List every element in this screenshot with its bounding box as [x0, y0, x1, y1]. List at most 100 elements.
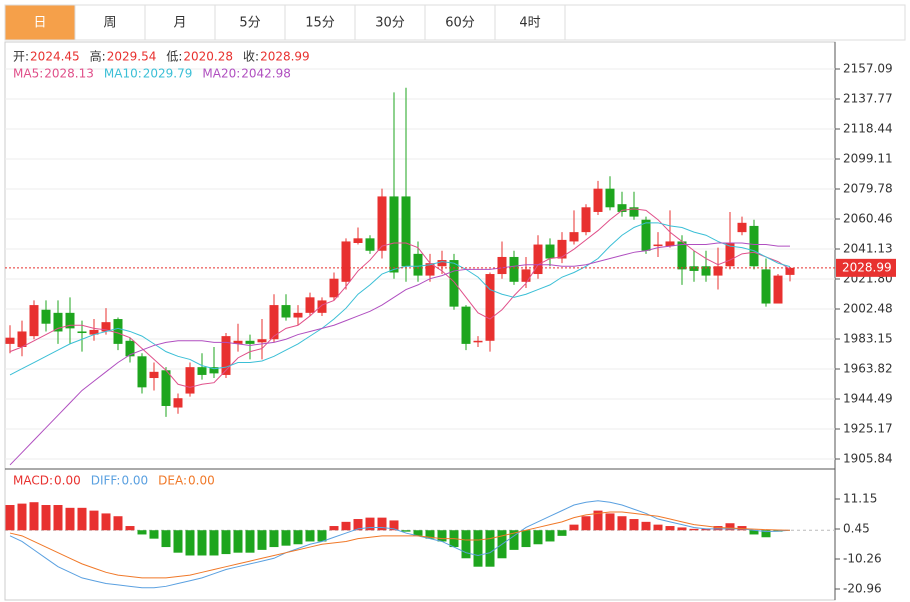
- macd-bar: [509, 530, 519, 550]
- legend-label: MA5:: [13, 67, 43, 81]
- tab[interactable]: [494, 4, 566, 41]
- candle-body: [101, 322, 111, 332]
- macd-bar: [125, 526, 135, 531]
- y-tick-label: 11.15: [843, 491, 877, 505]
- tab[interactable]: [424, 4, 496, 41]
- tab-label[interactable]: 15分: [305, 16, 335, 31]
- tab-label[interactable]: 4时: [519, 16, 540, 31]
- candle-body: [497, 256, 507, 275]
- tab-label[interactable]: 日: [33, 16, 46, 31]
- candle-body: [125, 340, 135, 357]
- candle-body: [533, 244, 543, 275]
- macd-bar: [149, 530, 159, 539]
- macd-bar: [5, 505, 15, 531]
- macd-bar: [137, 530, 147, 535]
- candle-body: [689, 266, 699, 271]
- candle-body: [401, 196, 411, 267]
- tab[interactable]: [4, 4, 76, 41]
- legend-value: 2020.28: [183, 50, 233, 64]
- macd-bar: [545, 530, 555, 542]
- candle-body: [413, 253, 423, 276]
- candle-body: [473, 340, 483, 343]
- macd-bar: [89, 510, 99, 531]
- tab-label[interactable]: 60分: [445, 16, 475, 31]
- candle-body: [425, 263, 435, 276]
- candle-body: [545, 244, 555, 259]
- candle-body: [161, 370, 171, 406]
- last-price-tag: [836, 258, 896, 277]
- candle-body: [41, 309, 51, 324]
- y-tick-label: 2099.11: [843, 152, 893, 166]
- legend-label: 开:: [13, 50, 29, 64]
- legend-label: MA20:: [202, 67, 240, 81]
- y-tick-label: 2137.77: [843, 91, 893, 105]
- candle-body: [437, 260, 447, 267]
- y-tick-label: 0.45: [843, 521, 870, 535]
- tab[interactable]: [354, 4, 426, 41]
- macd-bar: [17, 503, 27, 531]
- legend-value: 0.00: [121, 474, 148, 488]
- macd-bar: [605, 513, 615, 531]
- candle-body: [737, 222, 747, 233]
- candle-body: [281, 305, 291, 318]
- legend-value: 2029.54: [107, 50, 157, 64]
- y-tick-label: 2060.46: [843, 211, 893, 225]
- ma-line: [9, 208, 791, 388]
- legend-value: 2024.45: [30, 50, 80, 64]
- legend-label: 收:: [243, 50, 259, 64]
- candle-body: [365, 238, 375, 251]
- macd-bar: [293, 530, 303, 545]
- candle-body: [629, 207, 639, 217]
- y-tick-label: 2079.78: [843, 182, 893, 196]
- candle-body: [5, 337, 15, 344]
- candle-body: [329, 278, 339, 298]
- macd-bar: [725, 523, 735, 531]
- macd-bar: [245, 530, 255, 553]
- candle-body: [149, 371, 159, 379]
- tab-label[interactable]: 5分: [239, 16, 260, 31]
- macd-bar: [617, 516, 627, 531]
- candle-body: [785, 267, 795, 275]
- macd-line: [9, 511, 791, 579]
- macd-bar: [209, 530, 219, 556]
- macd-bar: [557, 530, 567, 536]
- candle-body: [197, 367, 207, 375]
- y-tick-label: 2041.13: [843, 242, 893, 256]
- candle-body: [137, 356, 147, 388]
- macd-bar: [665, 526, 675, 531]
- tab-label[interactable]: 周: [103, 16, 116, 31]
- tab-label[interactable]: 30分: [375, 16, 405, 31]
- candle-body: [773, 275, 783, 304]
- tab-label[interactable]: 月: [173, 16, 186, 31]
- candle-body: [293, 312, 303, 318]
- macd-bar: [329, 526, 339, 531]
- candle-body: [665, 241, 675, 247]
- candle-body: [245, 340, 255, 344]
- macd-bar: [161, 530, 171, 548]
- candle-body: [269, 305, 279, 340]
- candle-body: [221, 336, 231, 375]
- tab[interactable]: [144, 4, 216, 41]
- legend-label: MA10:: [104, 67, 142, 81]
- macd-bar: [629, 519, 639, 531]
- tab[interactable]: [284, 4, 356, 41]
- y-tick-label: 1905.84: [843, 451, 893, 465]
- candle-body: [113, 319, 123, 344]
- macd-bar: [749, 530, 759, 535]
- macd-bar: [197, 530, 207, 556]
- macd-bar: [173, 530, 183, 553]
- ma-line: [9, 222, 791, 376]
- macd-bar: [53, 505, 63, 531]
- legend-label: DIFF:: [91, 474, 121, 488]
- y-tick-label: -20.96: [843, 582, 882, 596]
- legend-label: 高:: [90, 49, 106, 64]
- tab[interactable]: [74, 4, 146, 41]
- macd-bar: [413, 530, 423, 536]
- legend-label: 低:: [166, 50, 182, 64]
- macd-bar: [269, 530, 279, 548]
- macd-bar: [185, 530, 195, 556]
- legend-value: 2028.99: [260, 50, 310, 64]
- candle-body: [641, 219, 651, 251]
- candle-body: [461, 306, 471, 344]
- macd-bar: [425, 530, 435, 539]
